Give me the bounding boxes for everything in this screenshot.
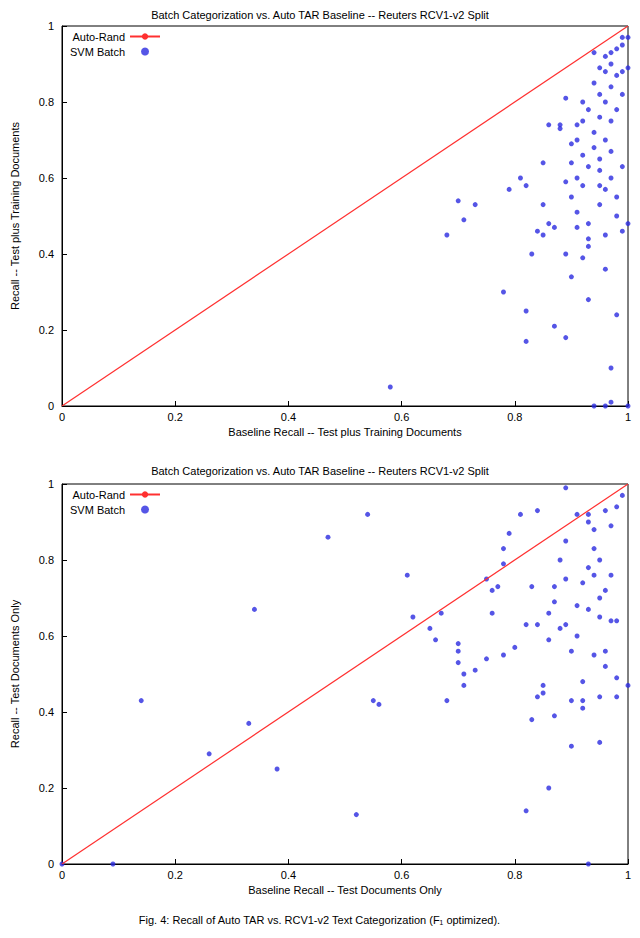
svg-text:0.2: 0.2 <box>39 324 54 336</box>
svg-text:Baseline Recall -- Test Docume: Baseline Recall -- Test Documents Only <box>248 884 442 896</box>
svg-text:0: 0 <box>48 858 54 870</box>
svg-text:1: 1 <box>48 478 54 490</box>
svg-text:Auto-Rand: Auto-Rand <box>72 489 125 501</box>
svg-text:0.4: 0.4 <box>39 248 54 260</box>
svg-text:0.8: 0.8 <box>39 554 54 566</box>
svg-text:0.8: 0.8 <box>39 96 54 108</box>
svg-text:0.2: 0.2 <box>39 782 54 794</box>
svg-text:SVM Batch: SVM Batch <box>70 504 125 516</box>
svg-text:0.6: 0.6 <box>39 630 54 642</box>
svg-text:Batch Categorization vs. Auto: Batch Categorization vs. Auto TAR Baseli… <box>151 465 489 477</box>
svg-text:0.4: 0.4 <box>39 706 54 718</box>
svg-text:0.8: 0.8 <box>507 869 522 881</box>
svg-text:0.6: 0.6 <box>39 172 54 184</box>
svg-text:Baseline Recall -- Test plus T: Baseline Recall -- Test plus Training Do… <box>228 426 462 438</box>
svg-text:Auto-Rand: Auto-Rand <box>72 31 125 43</box>
svg-text:0.2: 0.2 <box>168 869 183 881</box>
svg-text:Recall -- Test plus Training D: Recall -- Test plus Training Documents <box>9 121 21 310</box>
svg-text:0.6: 0.6 <box>394 411 409 423</box>
svg-text:0: 0 <box>59 869 65 881</box>
svg-text:0.4: 0.4 <box>281 411 296 423</box>
svg-text:Recall -- Test Documents Only: Recall -- Test Documents Only <box>9 599 21 748</box>
svg-text:0: 0 <box>59 411 65 423</box>
svg-text:1: 1 <box>48 20 54 32</box>
svg-text:0: 0 <box>48 400 54 412</box>
svg-text:Batch Categorization vs. Auto: Batch Categorization vs. Auto TAR Baseli… <box>151 9 489 21</box>
svg-text:0.2: 0.2 <box>168 411 183 423</box>
svg-text:0.6: 0.6 <box>394 869 409 881</box>
svg-text:1: 1 <box>625 869 631 881</box>
svg-text:SVM Batch: SVM Batch <box>70 46 125 58</box>
svg-text:0.8: 0.8 <box>507 411 522 423</box>
svg-text:Fig. 4: Recall of Auto TAR vs.: Fig. 4: Recall of Auto TAR vs. RCV1-v2 T… <box>139 914 500 926</box>
svg-text:1: 1 <box>625 411 631 423</box>
svg-text:0.4: 0.4 <box>281 869 296 881</box>
